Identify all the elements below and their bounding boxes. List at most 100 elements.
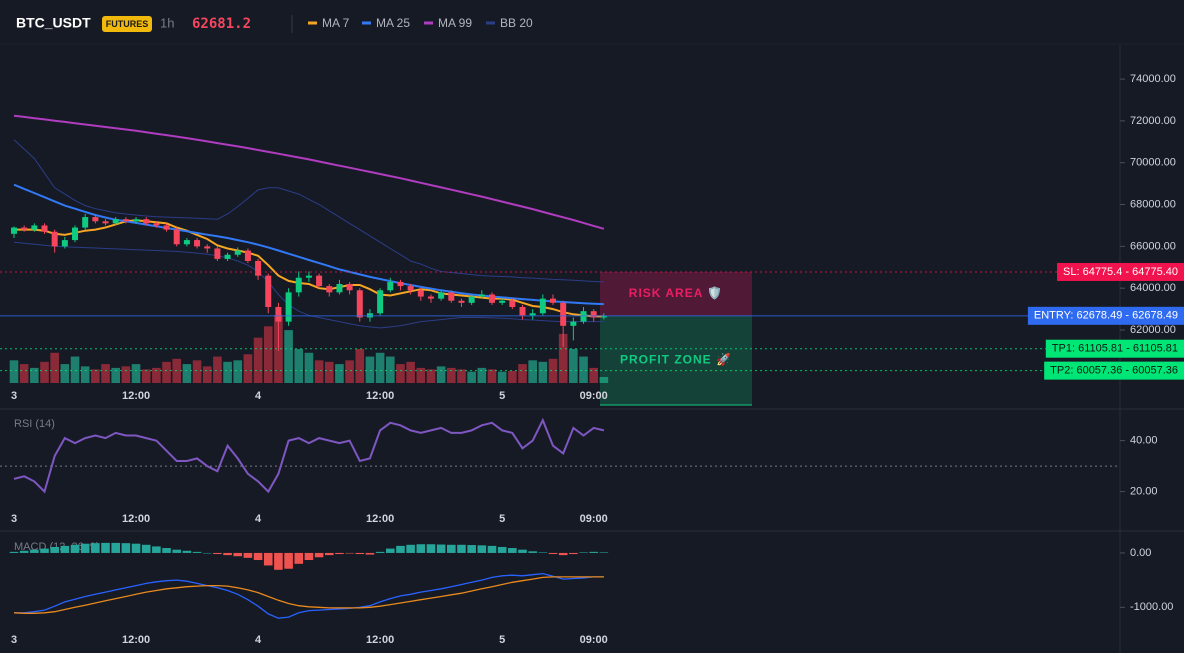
candle-body	[560, 302, 567, 326]
y-tick-label: 64000.00	[1130, 282, 1176, 294]
x-tick-label: 4	[255, 634, 262, 646]
volume-bar	[467, 371, 476, 383]
histogram-bar	[385, 548, 395, 553]
histogram-bar	[396, 545, 405, 553]
volume-bar	[152, 367, 161, 383]
y-tick-label: 70000.00	[1130, 157, 1176, 169]
risk-zone-label: RISK AREA 🛡️	[629, 286, 723, 300]
histogram-bar	[304, 552, 314, 561]
candle-body	[407, 286, 414, 291]
volume-bar	[50, 352, 59, 383]
candle-body	[183, 240, 190, 245]
macd-line	[13, 576, 604, 614]
volume-bar	[528, 360, 537, 383]
price-level-tag	[1044, 361, 1184, 380]
candle-body	[82, 217, 89, 228]
histogram-bar	[40, 548, 49, 553]
candle-body	[478, 294, 485, 297]
candle-body	[590, 311, 597, 318]
candle-body	[21, 227, 28, 230]
candle-body	[41, 225, 48, 232]
histogram-bar	[487, 545, 497, 553]
histogram-bar	[497, 546, 507, 553]
candle-body	[61, 240, 68, 247]
volume-bar	[243, 354, 253, 383]
candle-body	[305, 275, 312, 278]
candle-body	[275, 307, 282, 322]
histogram-bar	[589, 551, 598, 553]
histogram-bar	[406, 544, 415, 553]
price-level-tag	[1027, 306, 1184, 325]
histogram-bar	[172, 549, 182, 553]
candle-body	[51, 231, 58, 247]
candle-body	[316, 275, 323, 287]
histogram-bar	[30, 549, 39, 553]
x-tick-label: 4	[255, 390, 262, 402]
volume-bar	[40, 361, 49, 383]
histogram-bar	[111, 542, 120, 553]
x-tick-label: 12:00	[366, 634, 394, 646]
histogram-bar	[253, 552, 263, 561]
volume-bar	[518, 364, 527, 383]
volume-bar	[182, 364, 192, 383]
candle-body	[427, 296, 434, 299]
volume-bar	[213, 356, 222, 383]
volume-bar	[548, 358, 558, 383]
histogram-bar	[426, 544, 436, 553]
volume-bar	[558, 333, 568, 383]
volume-bar	[192, 360, 202, 383]
y-tick-label: -1000.00	[1130, 601, 1173, 613]
candle-body	[326, 286, 333, 293]
last-price: 62681.2	[192, 16, 251, 32]
candle-body	[397, 281, 404, 287]
histogram-bar	[548, 552, 558, 555]
candle-body	[387, 281, 394, 291]
volume-bar	[202, 366, 212, 383]
histogram-bar	[314, 552, 324, 558]
badge-bg	[102, 16, 152, 32]
histogram-bar	[284, 552, 293, 569]
candle-body	[519, 307, 526, 316]
candle-body	[570, 321, 577, 326]
x-tick-label: 5	[499, 513, 505, 525]
volume-bar	[304, 352, 314, 383]
x-tick-label: 12:00	[366, 390, 394, 402]
candle-body	[346, 284, 353, 291]
candle-body	[499, 300, 506, 303]
histogram-bar	[131, 543, 141, 553]
y-tick-label: 20.00	[1130, 486, 1158, 498]
candle-body	[285, 292, 292, 322]
histogram-bar	[233, 552, 243, 557]
histogram-bar	[192, 551, 202, 553]
x-tick-label: 12:00	[366, 513, 394, 525]
histogram-bar	[508, 548, 517, 553]
legend-label: MA 25	[376, 16, 410, 30]
volume-bar	[30, 367, 39, 383]
histogram-bar	[152, 546, 161, 553]
histogram-bar	[335, 552, 344, 555]
candle-body	[295, 277, 302, 293]
volume-bar	[589, 367, 598, 383]
ma-line	[14, 219, 604, 318]
rsi-line	[13, 417, 605, 494]
candle-body	[468, 296, 475, 303]
candle-body	[72, 227, 79, 241]
volume-bar	[477, 367, 487, 383]
interval: 1h	[160, 15, 174, 30]
volume-bar	[80, 366, 90, 383]
histogram-bar	[91, 543, 100, 553]
histogram-bar	[202, 552, 212, 554]
candle-body	[377, 290, 384, 314]
candle-body	[224, 254, 231, 259]
legend-label: MA 99	[438, 16, 472, 30]
volume-bar	[121, 366, 131, 383]
volume-bar	[406, 361, 415, 383]
volume-bar	[294, 349, 304, 383]
histogram-bar	[243, 552, 253, 558]
y-tick-label: 68000.00	[1130, 198, 1176, 210]
candle-body	[133, 219, 140, 222]
candle-body	[92, 217, 99, 222]
volume-bar	[111, 367, 120, 383]
histogram-bar	[121, 543, 131, 553]
